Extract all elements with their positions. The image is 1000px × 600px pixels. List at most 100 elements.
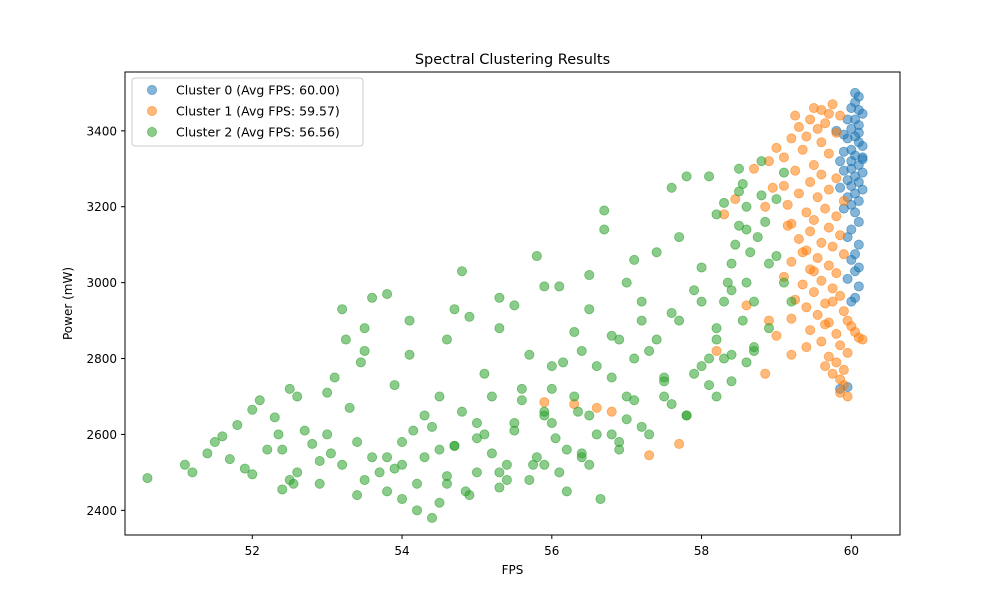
data-point xyxy=(456,406,467,417)
data-point xyxy=(621,277,632,288)
data-point xyxy=(771,251,782,262)
data-point xyxy=(561,486,572,497)
data-point xyxy=(805,177,816,188)
plot-frame xyxy=(124,71,901,536)
data-point xyxy=(277,484,288,495)
data-point xyxy=(494,482,505,493)
data-point xyxy=(741,201,752,212)
data-point xyxy=(842,315,853,326)
data-point xyxy=(812,252,823,263)
legend-item-cluster-1: Cluster 1 (Avg FPS: 59.57) xyxy=(146,104,340,119)
data-point xyxy=(516,383,527,394)
data-point xyxy=(546,383,557,394)
data-point xyxy=(501,459,512,470)
data-point xyxy=(397,437,408,448)
data-point xyxy=(464,311,475,322)
data-point xyxy=(389,380,400,391)
data-point xyxy=(606,429,617,440)
data-point xyxy=(621,391,632,402)
data-point xyxy=(722,277,733,288)
data-point xyxy=(793,233,804,244)
data-point xyxy=(471,467,482,478)
data-point xyxy=(584,270,595,281)
data-point xyxy=(820,319,831,330)
y-tick-label: 3000 xyxy=(86,276,117,290)
data-point xyxy=(726,258,737,269)
data-point xyxy=(711,334,722,345)
data-point xyxy=(782,199,793,210)
data-point xyxy=(584,459,595,470)
data-point xyxy=(591,361,602,372)
data-point xyxy=(730,239,741,250)
data-point xyxy=(621,414,632,425)
data-point xyxy=(820,118,831,129)
points-layer xyxy=(142,87,868,523)
data-point xyxy=(719,296,730,307)
data-point xyxy=(827,368,838,379)
data-point xyxy=(224,454,235,465)
data-point xyxy=(644,450,655,461)
legend-item-cluster-2: Cluster 2 (Avg FPS: 56.56) xyxy=(146,125,340,140)
data-point xyxy=(790,110,801,121)
data-point xyxy=(737,315,748,326)
data-point xyxy=(820,361,831,372)
data-point xyxy=(651,334,662,345)
data-point xyxy=(232,419,243,430)
data-point xyxy=(239,463,250,474)
data-point xyxy=(606,330,617,341)
x-tick-label: 52 xyxy=(245,544,260,558)
data-point xyxy=(786,313,797,324)
data-point xyxy=(696,361,707,372)
data-point xyxy=(322,429,333,440)
data-point xyxy=(494,323,505,334)
data-point xyxy=(823,184,834,195)
data-point xyxy=(823,222,834,233)
data-point xyxy=(636,315,647,326)
data-point xyxy=(823,260,834,271)
data-point xyxy=(299,425,310,436)
data-point xyxy=(659,376,670,387)
data-point xyxy=(711,345,722,356)
data-point xyxy=(696,262,707,273)
data-point xyxy=(719,197,730,208)
data-point xyxy=(247,404,258,415)
data-point xyxy=(550,433,561,444)
data-point xyxy=(778,152,789,163)
data-point xyxy=(262,444,273,455)
data-point xyxy=(441,471,452,482)
data-point xyxy=(771,194,782,205)
data-point xyxy=(576,345,587,356)
data-point xyxy=(179,459,190,470)
data-point xyxy=(412,478,423,489)
data-point xyxy=(479,429,490,440)
x-axis-label: FPS xyxy=(502,563,524,577)
data-point xyxy=(853,281,864,292)
data-point xyxy=(434,391,445,402)
data-point xyxy=(352,490,363,501)
data-point xyxy=(554,467,565,478)
data-point xyxy=(546,361,557,372)
data-point xyxy=(816,137,827,148)
data-point xyxy=(355,357,366,368)
data-point xyxy=(831,357,842,368)
data-point xyxy=(382,452,393,463)
data-point xyxy=(846,254,857,265)
data-point xyxy=(838,196,849,207)
data-point xyxy=(404,315,415,326)
data-point xyxy=(778,167,789,178)
data-point xyxy=(202,448,213,459)
data-point xyxy=(666,399,677,410)
data-point xyxy=(524,349,535,360)
data-point xyxy=(734,163,745,174)
data-point xyxy=(835,182,846,193)
data-point xyxy=(711,391,722,402)
data-point xyxy=(748,296,759,307)
chart-title: Spectral Clustering Results xyxy=(415,52,610,68)
data-point xyxy=(359,345,370,356)
data-point xyxy=(831,268,842,279)
data-point xyxy=(734,220,745,231)
data-point xyxy=(666,182,677,193)
data-point xyxy=(636,296,647,307)
data-point xyxy=(367,292,378,303)
data-point xyxy=(426,421,437,432)
